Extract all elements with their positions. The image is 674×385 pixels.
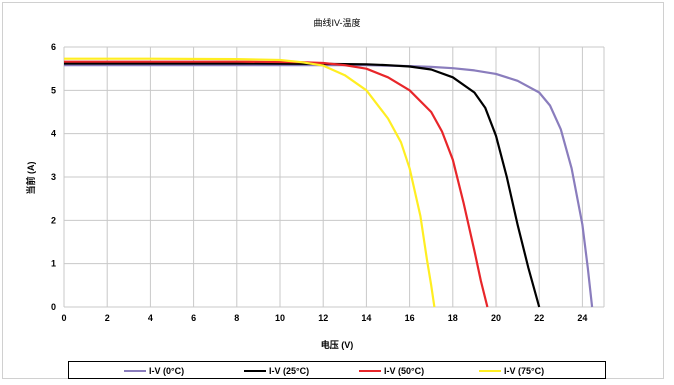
x-tick-label: 18 [448,313,458,323]
x-tick-label: 4 [148,313,153,323]
y-tick-label: 0 [51,302,56,312]
legend-label: I-V (75°C) [504,366,545,376]
x-tick-label: 22 [534,313,544,323]
x-tick-label: 16 [405,313,415,323]
plot-grid [63,46,605,308]
y-tick-label: 4 [51,129,56,139]
y-tick-label: 2 [51,215,56,225]
x-tick-label: 2 [105,313,110,323]
x-tick-label: 12 [318,313,328,323]
x-tick-label: 24 [577,313,587,323]
x-tick-label: 6 [191,313,196,323]
legend-item: I-V (0°C) [124,365,184,377]
series-line-0 [64,64,594,308]
legend-label: I-V (50°C) [384,366,425,376]
y-axis-title: 当前 (A) [25,162,36,195]
x-tick-label: 10 [275,313,285,323]
legend-label: I-V (0°C) [149,366,185,376]
legend-swatch [124,370,146,372]
chart-title: 曲线IV-温度 [313,17,360,28]
y-tick-label: 6 [51,42,56,52]
x-tick-label: 20 [491,313,501,323]
legend-item: I-V (75°C) [479,365,544,377]
series-line-1 [64,62,541,308]
legend-label: I-V (25°C) [269,366,310,376]
x-tick-label: 14 [361,313,371,323]
legend-swatch [359,370,381,372]
x-tick-label: 0 [61,313,66,323]
legend-swatch [244,370,266,372]
series-line-2 [64,60,489,308]
legend: I-V (0°C) I-V (25°C) I-V (50°C) I-V (75°C) [68,361,606,379]
legend-swatch [479,370,501,372]
x-tick-label: 8 [234,313,239,323]
series-layer [64,57,594,308]
legend-item: I-V (50°C) [359,365,424,377]
y-tick-label: 3 [51,172,56,182]
y-tick-label: 5 [51,85,56,95]
x-axis-title: 电压 (V) [321,339,354,350]
legend-item: I-V (25°C) [244,365,309,377]
y-tick-label: 1 [51,259,56,269]
series-line-3 [64,57,436,308]
